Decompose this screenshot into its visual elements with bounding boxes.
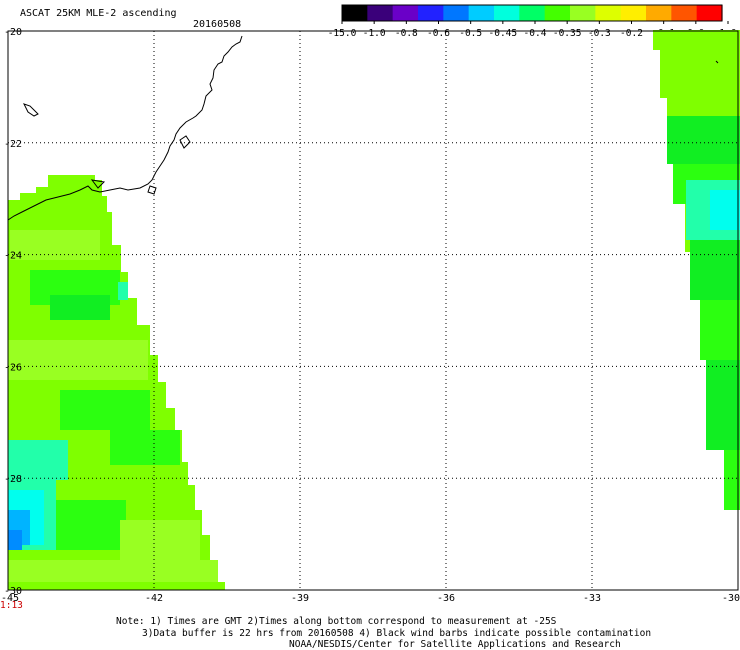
colorbar-label: -0.8 <box>395 28 418 39</box>
colorbar-segment <box>544 5 571 21</box>
colorbar-label: -0.2 <box>620 28 643 39</box>
note-line-2: 3)Data buffer is 22 hrs from 20160508 4)… <box>142 628 652 639</box>
colorbar-segment <box>570 5 596 21</box>
colorbar-segment <box>443 5 470 21</box>
lat-label: -24 <box>4 251 22 262</box>
colorbar-label: -0.45 <box>489 28 518 39</box>
map-frame <box>7 30 739 591</box>
colorbar-segment <box>646 5 672 21</box>
coastline-lagoon <box>179 135 191 149</box>
lon-axis-labels: -45 -42 -39 -36 -33 -30 <box>1 593 740 604</box>
note-line-3: NOAA/NESDIS/Center for Satellite Applica… <box>289 639 621 650</box>
colorbar-segment <box>367 5 394 21</box>
lat-label: -28 <box>4 474 22 485</box>
colorbar-segment <box>620 5 647 21</box>
colorbar-segment <box>696 5 723 21</box>
swath-patch <box>118 282 128 300</box>
lon-label: -30 <box>722 593 740 604</box>
lon-label: -36 <box>437 593 455 604</box>
colorbar-label: -0.5 <box>459 28 482 39</box>
coastline-bay <box>147 185 157 195</box>
swath-patch <box>724 450 740 510</box>
swath-right-patches <box>667 116 740 510</box>
swath-patch <box>60 390 150 430</box>
colorbar-label: -1.0 <box>363 28 386 39</box>
lon-label: -39 <box>291 593 309 604</box>
orbit-time-label: 1:13 <box>0 600 23 611</box>
lat-label: -22 <box>4 139 22 150</box>
swath-patch <box>710 190 740 230</box>
colorbar-segment <box>494 5 520 21</box>
swath-patch <box>8 530 22 550</box>
map-date: 20160508 <box>193 19 242 30</box>
swath-patch <box>120 520 200 560</box>
coastline-island <box>23 103 39 117</box>
colorbar-segment <box>671 5 698 21</box>
colorbar-segment <box>468 5 495 21</box>
colorbar-label: -0.4 <box>524 28 547 39</box>
colorbar-segment <box>595 5 622 21</box>
swath-patch <box>110 430 180 465</box>
lat-label: -26 <box>4 362 22 373</box>
lat-label: -20 <box>4 27 22 38</box>
note-line-1: Note: 1) Times are GMT 2)Times along bot… <box>116 616 557 627</box>
swath-patch <box>667 116 740 164</box>
map-title: ASCAT 25KM MLE-2 ascending <box>20 8 177 19</box>
coastline-cape <box>90 179 106 189</box>
colorbar-label: -0.35 <box>553 28 582 39</box>
swath-patch <box>690 240 740 300</box>
swath-patch <box>56 500 126 550</box>
colorbar-label: -0.3 <box>588 28 611 39</box>
coastline <box>7 35 719 221</box>
swath-patch <box>50 295 110 320</box>
swath-left <box>8 175 225 590</box>
coastline-main <box>7 35 243 221</box>
swath-right <box>653 30 740 510</box>
colorbar-label: -0.6 <box>427 28 450 39</box>
swath-patch <box>8 560 218 582</box>
swath-patch <box>8 340 148 380</box>
colorbar-segment <box>342 5 368 21</box>
lon-label: -42 <box>145 593 163 604</box>
lat-axis-labels: -20 -22 -24 -26 -28 -30 <box>4 27 22 597</box>
colorbar <box>341 4 723 22</box>
colorbar-frame <box>341 4 723 22</box>
colorbar-segment <box>418 5 444 21</box>
colorbar-label: -15.0 <box>328 28 357 39</box>
lon-label: -45 <box>1 593 19 604</box>
lat-label: -30 <box>4 586 22 597</box>
colorbar-segment <box>392 5 419 21</box>
swath-patch <box>10 230 100 260</box>
swath-patch <box>706 360 740 450</box>
colorbar-segment <box>519 5 546 21</box>
lon-label: -33 <box>583 593 601 604</box>
coastline-islet <box>715 60 719 64</box>
swath-patch <box>700 300 740 360</box>
